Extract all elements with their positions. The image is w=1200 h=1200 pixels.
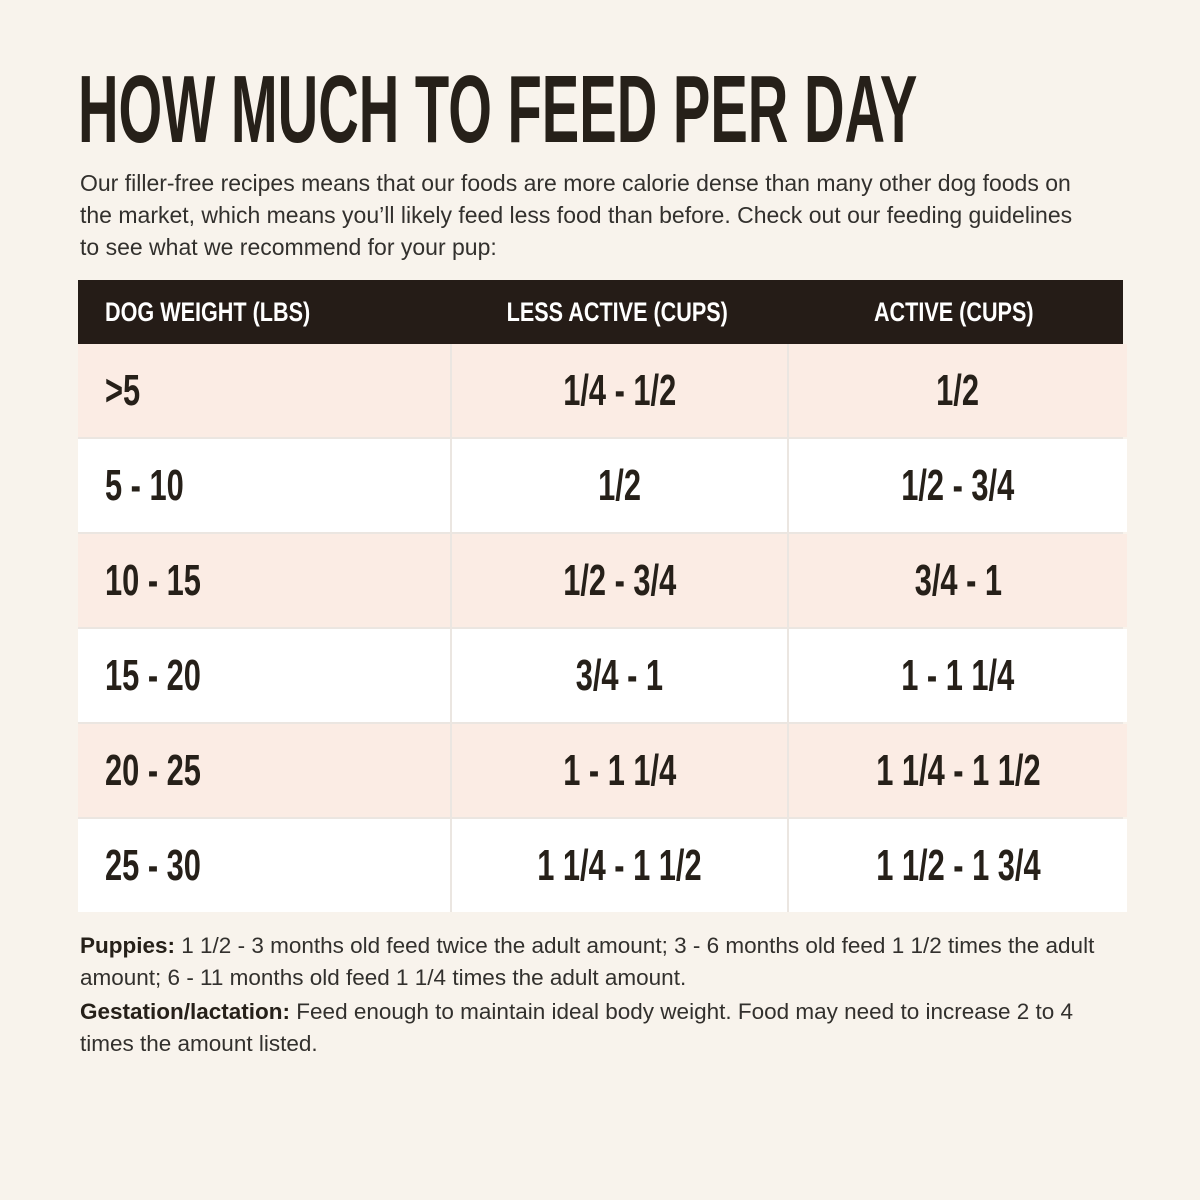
column-header-dog-weight: DOG WEIGHT (LBS)	[105, 296, 311, 327]
column-header-less-active: LESS ACTIVE (CUPS)	[506, 296, 729, 327]
table-cell-active: 1/2 - 3/4	[789, 439, 1127, 532]
table-cell-active: 1 - 1 1/4	[789, 629, 1127, 722]
table-cell-active: 1/2	[789, 344, 1127, 437]
table-cell-less-active: 1/4 - 1/2	[452, 344, 787, 437]
table-cell-weight: 10 - 15	[78, 534, 450, 627]
table-header-row: DOG WEIGHT (LBS) LESS ACTIVE (CUPS) ACTI…	[78, 280, 1123, 344]
column-header-active: ACTIVE (CUPS)	[874, 296, 1034, 327]
note-gestation-label: Gestation/lactation:	[80, 999, 291, 1024]
table-cell-active: 3/4 - 1	[789, 534, 1127, 627]
table-cell-weight: 25 - 30	[78, 819, 450, 912]
table-body: >5 1/4 - 1/2 1/2 5 - 10 1/2 1/2 - 3/4 10…	[78, 344, 1127, 912]
table-cell-less-active: 1/2 - 3/4	[452, 534, 787, 627]
note-puppies-text: 1 1/2 - 3 months old feed twice the adul…	[80, 933, 1095, 990]
table-cell-active: 1 1/4 - 1 1/2	[789, 724, 1127, 817]
note-puppies-label: Puppies:	[80, 933, 176, 958]
table-cell-less-active: 1 1/4 - 1 1/2	[452, 819, 787, 912]
table-cell-weight: 5 - 10	[78, 439, 450, 532]
table-cell-less-active: 1/2	[452, 439, 787, 532]
intro-paragraph: Our filler-free recipes means that our f…	[80, 170, 1073, 260]
note-gestation: Gestation/lactation: Feed enough to main…	[80, 996, 1125, 1060]
table-cell-less-active: 1 - 1 1/4	[452, 724, 787, 817]
page-title: HOW MUCH TO FEED PER DAY	[78, 56, 918, 163]
note-gestation-text: Feed enough to maintain ideal body weigh…	[80, 999, 1074, 1056]
note-puppies: Puppies: 1 1/2 - 3 months old feed twice…	[80, 930, 1125, 994]
table-cell-weight: 15 - 20	[78, 629, 450, 722]
table-cell-less-active: 3/4 - 1	[452, 629, 787, 722]
feeding-guide-table: DOG WEIGHT (LBS) LESS ACTIVE (CUPS) ACTI…	[78, 280, 1127, 912]
table-cell-weight: 20 - 25	[78, 724, 450, 817]
table-cell-active: 1 1/2 - 1 3/4	[789, 819, 1127, 912]
table-cell-weight: >5	[78, 344, 450, 437]
